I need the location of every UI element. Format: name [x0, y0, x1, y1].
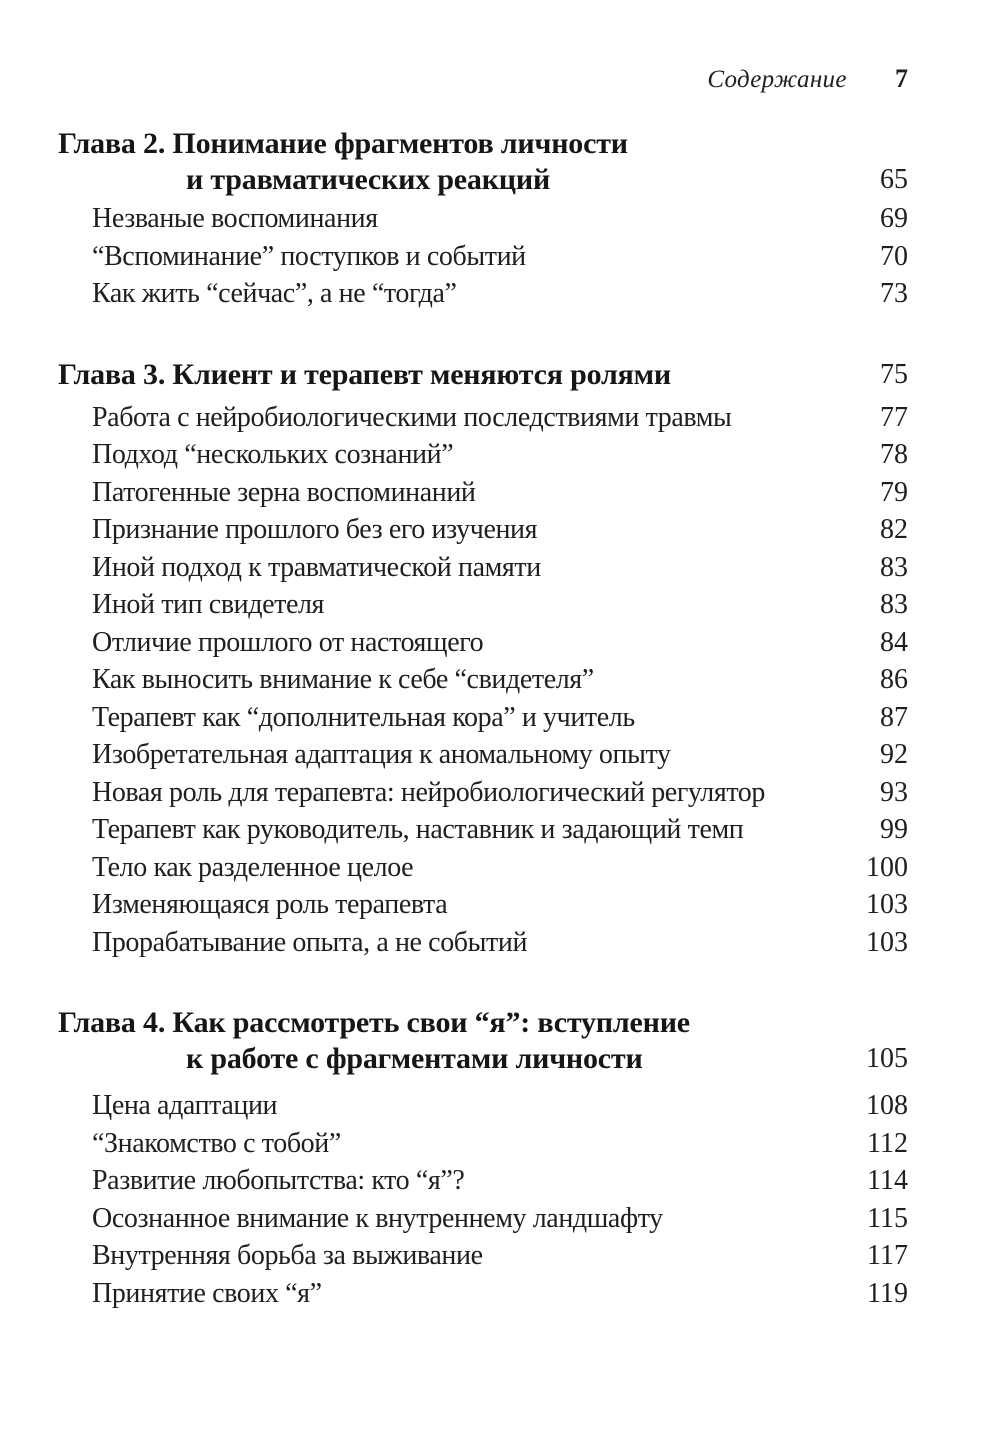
toc-entry: Иной тип свидетеля 83	[58, 586, 908, 624]
toc-entry-title: Признание прошлого без его изучения	[92, 514, 538, 545]
chapter-heading-line: к работе с фрагментами личности	[186, 1042, 643, 1075]
toc-entry-page: 114	[867, 1165, 908, 1196]
toc-entry-title: Незваные воспоминания	[92, 203, 378, 234]
toc-entry: Иной подход к травматической памяти 83	[58, 549, 908, 587]
toc-entry: Как выносить внимание к себе “свидетеля”…	[58, 661, 908, 699]
toc-entry-page: 86	[880, 664, 908, 695]
toc-entry-page: 84	[880, 626, 908, 658]
toc-entry-title: Отличие прошлого от настоящего	[92, 626, 484, 658]
toc-entry-title: Изменяющаяся роль терапевта	[92, 889, 448, 920]
toc-entry-title: Терапевт как руководитель, наставник и з…	[92, 814, 744, 845]
toc-entry-page: 99	[880, 814, 908, 845]
toc-entry-page: 92	[880, 739, 908, 770]
toc-section: Глава 3. Клиент и терапевт меняются роля…	[58, 357, 908, 962]
toc-entry-page: 82	[880, 514, 908, 545]
toc-entry-title: Развитие любопытства: кто “я”?	[92, 1165, 465, 1196]
toc-entry-title: Терапевт как “дополнительная кора” и учи…	[92, 701, 635, 733]
toc-entry-title: Осознанное внимание к внутреннему ландша…	[92, 1202, 663, 1234]
toc-entry: Тело как разделенное целое 100	[58, 849, 908, 887]
toc-entry-title: Иной подход к травматической памяти	[92, 551, 541, 583]
toc-entry-page: 79	[880, 476, 908, 508]
toc-entry: Развитие любопытства: кто “я”? 114	[58, 1162, 908, 1200]
running-header: Содержание 7	[58, 64, 908, 94]
toc-section: Глава 4. Как рассмотреть свои “я”: вступ…	[58, 1005, 908, 1312]
toc-entry-page: 93	[880, 776, 908, 808]
toc-entry-title: Изобретательная адаптация к аномальному …	[92, 739, 671, 770]
toc-entry-title: Принятие своих “я”	[92, 1277, 322, 1309]
toc-entry-title: Подход “нескольких сознаний”	[92, 439, 454, 470]
toc-entry-title: Работа с нейробиологическими последствия…	[92, 401, 732, 433]
toc-entry: Как жить “сейчас”, а не “тогда” 73	[58, 275, 908, 313]
toc-entry-title: Иной тип свидетеля	[92, 589, 325, 620]
toc-sections: Глава 2. Понимание фрагментов личности и …	[58, 126, 908, 1312]
folio-page-number: 7	[895, 64, 908, 93]
toc-entry-title: “Вспоминание” поступков и событий	[92, 240, 526, 272]
toc-entry: Изменяющаяся роль терапевта 103	[58, 886, 908, 924]
toc-entry: Незваные воспоминания 69	[58, 200, 908, 238]
chapter-heading-page: 75	[880, 358, 908, 390]
toc-entry-page: 73	[880, 278, 908, 309]
toc-entry: Новая роль для терапевта: нейробиологиче…	[58, 774, 908, 812]
chapter-heading: Глава 3. Клиент и терапевт меняются роля…	[58, 357, 908, 393]
chapter-heading-lines: Глава 4. Как рассмотреть свои “я”: вступ…	[58, 1005, 866, 1077]
chapter-heading-lines: Глава 3. Клиент и терапевт меняются роля…	[58, 357, 880, 393]
toc-content: Содержание 7 Глава 2. Понимание фрагмент…	[58, 0, 908, 1312]
toc-entry: Подход “нескольких сознаний” 78	[58, 436, 908, 474]
toc-entry-page: 77	[880, 401, 908, 433]
toc-entry-page: 70	[880, 240, 908, 272]
toc-entry: Осознанное внимание к внутреннему ландша…	[58, 1200, 908, 1238]
toc-entry-title: Тело как разделенное целое	[92, 851, 414, 883]
toc-entry: Работа с нейробиологическими последствия…	[58, 399, 908, 437]
toc-entry-page: 83	[880, 589, 908, 620]
toc-entry-page: 119	[867, 1277, 908, 1309]
toc-entry: “Знакомство с тобой” 112	[58, 1125, 908, 1163]
chapter-heading-line: и травматических реакций	[186, 163, 551, 196]
toc-entry: Прорабатывание опыта, а не событий 103	[58, 924, 908, 962]
toc-entry: Внутренняя борьба за выживание 117	[58, 1237, 908, 1275]
chapter-items: Цена адаптации 108 “Знакомство с тобой” …	[58, 1087, 908, 1312]
toc-entry-page: 115	[867, 1202, 908, 1234]
toc-entry-page: 100	[866, 851, 908, 883]
toc-entry-title: Патогенные зерна воспоминаний	[92, 476, 476, 508]
toc-entry-title: Как жить “сейчас”, а не “тогда”	[92, 278, 457, 309]
toc-entry-page: 108	[866, 1090, 908, 1121]
running-header-title: Содержание	[707, 66, 847, 93]
toc-entry: Патогенные зерна воспоминаний 79	[58, 474, 908, 512]
toc-entry-title: Новая роль для терапевта: нейробиологиче…	[92, 776, 765, 808]
toc-entry-page: 103	[866, 889, 908, 920]
chapter-items: Работа с нейробиологическими последствия…	[58, 399, 908, 962]
toc-entry-title: Цена адаптации	[92, 1090, 278, 1121]
toc-entry: Терапевт как руководитель, наставник и з…	[58, 811, 908, 849]
toc-entry: Терапевт как “дополнительная кора” и учи…	[58, 699, 908, 737]
toc-entry: Принятие своих “я” 119	[58, 1275, 908, 1313]
chapter-items: Незваные воспоминания 69 “Вспоминание” п…	[58, 200, 908, 313]
toc-entry: “Вспоминание” поступков и событий 70	[58, 238, 908, 276]
toc-entry-title: Как выносить внимание к себе “свидетеля”	[92, 664, 594, 695]
toc-entry-title: Внутренняя борьба за выживание	[92, 1240, 483, 1271]
toc-entry: Отличие прошлого от настоящего 84	[58, 624, 908, 662]
toc-entry: Признание прошлого без его изучения 82	[58, 511, 908, 549]
chapter-heading-line: Глава 3. Клиент и терапевт меняются роля…	[58, 357, 671, 391]
chapter-heading-lines: Глава 2. Понимание фрагментов личности и …	[58, 126, 880, 198]
toc-entry-page: 69	[880, 203, 908, 234]
chapter-heading-line: Глава 4. Как рассмотреть свои “я”: вступ…	[58, 1006, 690, 1039]
chapter-heading-line: Глава 2. Понимание фрагментов личности	[58, 127, 628, 160]
toc-entry-page: 103	[866, 926, 908, 958]
chapter-heading-page: 105	[866, 1043, 908, 1074]
toc-entry: Цена адаптации 108	[58, 1087, 908, 1125]
chapter-heading: Глава 2. Понимание фрагментов личности и …	[58, 126, 908, 198]
toc-entry-page: 87	[880, 701, 908, 733]
toc-section: Глава 2. Понимание фрагментов личности и …	[58, 126, 908, 313]
toc-entry-page: 117	[867, 1240, 908, 1271]
chapter-heading: Глава 4. Как рассмотреть свои “я”: вступ…	[58, 1005, 908, 1077]
toc-entry-page: 78	[880, 439, 908, 470]
toc-entry-page: 83	[880, 551, 908, 583]
toc-entry-title: “Знакомство с тобой”	[92, 1127, 341, 1159]
toc-entry-title: Прорабатывание опыта, а не событий	[92, 926, 528, 958]
chapter-heading-page: 65	[880, 164, 908, 195]
toc-entry-page: 112	[867, 1127, 908, 1159]
toc-entry: Изобретательная адаптация к аномальному …	[58, 736, 908, 774]
